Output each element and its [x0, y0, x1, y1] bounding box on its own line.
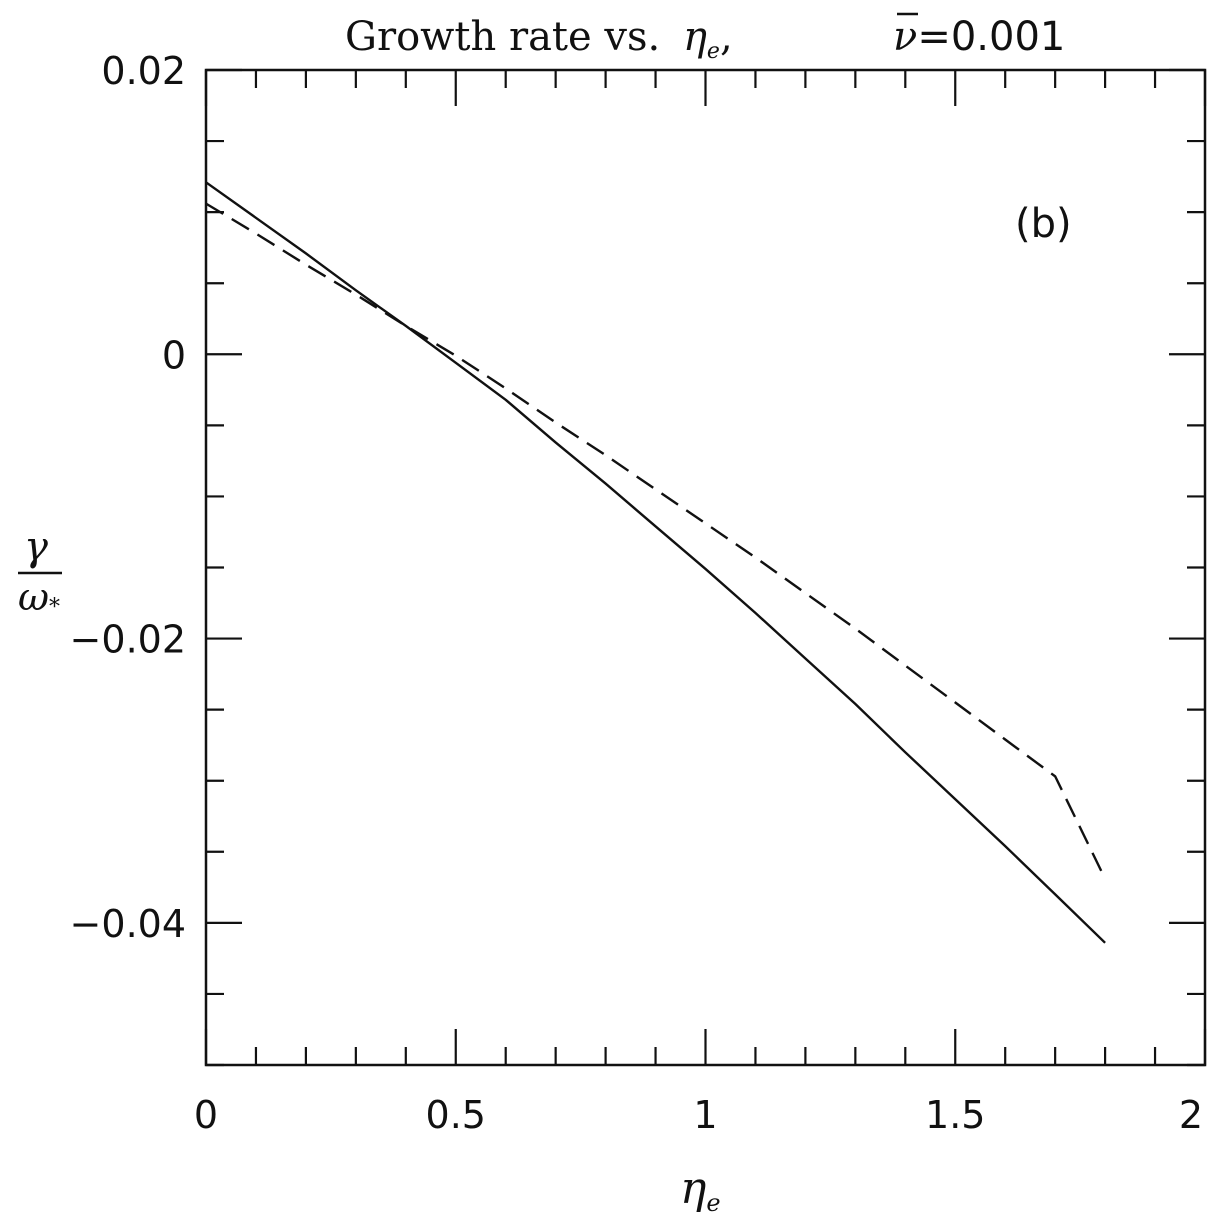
series-line-solid: [205, 181, 1106, 944]
y-axis-label-numerator: γ: [24, 524, 48, 570]
x-tick-label: 0: [194, 1093, 218, 1137]
axis-ticks: [204, 68, 1207, 1067]
title-separator: ,: [720, 14, 733, 60]
title-eta-symbol: η: [683, 14, 707, 60]
y-tick-label: −0.02: [70, 618, 186, 662]
x-tick-label: 1: [693, 1093, 717, 1137]
title-nu-symbol: ν: [893, 14, 917, 60]
series-group: [205, 181, 1107, 944]
y-tick-label: −0.04: [70, 902, 186, 946]
y-tick-label: 0.02: [101, 49, 186, 93]
y-tick-label: 0: [162, 333, 186, 377]
x-tick-label: 1.5: [925, 1093, 985, 1137]
title-nu-value: =0.001: [917, 14, 1065, 60]
chart-title: Growth rate vs. ηe,: [345, 14, 733, 64]
y-tick-labels: 0.02 0 −0.02 −0.04: [70, 49, 186, 946]
title-prefix: Growth rate vs.: [345, 14, 660, 60]
x-axis-label-symbol: η: [680, 1163, 706, 1214]
x-tick-label: 2: [1179, 1093, 1203, 1137]
y-axis-label: γ ω*: [18, 524, 62, 620]
panel-label: (b): [1015, 201, 1072, 247]
series-line-dashed: [205, 202, 1107, 880]
title-nu: ν=0.001: [893, 14, 1065, 60]
title-eta-subscript: e: [707, 39, 720, 64]
y-axis-label-denominator-subscript: *: [49, 595, 60, 620]
y-axis-label-denominator: ω*: [18, 575, 60, 620]
x-axis-label-subscript: e: [706, 1189, 720, 1217]
y-axis-label-denominator-symbol: ω: [18, 575, 49, 619]
x-axis-label: ηe: [680, 1163, 721, 1217]
x-tick-label: 0.5: [426, 1093, 486, 1137]
x-tick-labels: 0 0.5 1 1.5 2: [194, 1093, 1203, 1137]
